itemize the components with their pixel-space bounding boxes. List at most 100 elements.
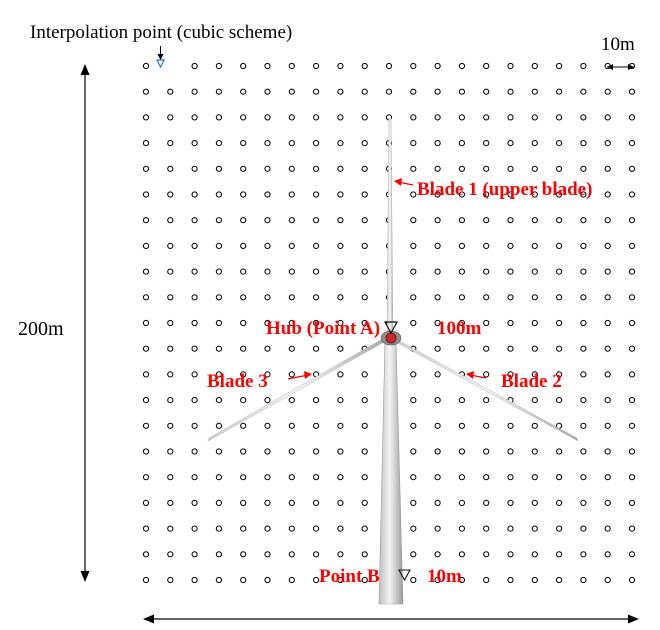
grid-point (483, 217, 490, 224)
grid-point (507, 474, 514, 481)
grid-point (604, 191, 611, 198)
grid-point (167, 448, 174, 455)
grid-point (483, 551, 490, 558)
grid-point (337, 551, 344, 558)
grid-point (628, 576, 636, 584)
grid-point (507, 268, 514, 275)
grid-point (337, 576, 344, 584)
grid-point (337, 294, 344, 301)
grid-point (628, 371, 636, 378)
grid-point (142, 217, 150, 224)
grid-point (264, 268, 271, 275)
grid-point (604, 165, 611, 172)
grid-point (240, 140, 247, 147)
grid-point (313, 576, 320, 584)
grid-point (313, 551, 320, 558)
grid-point (628, 448, 636, 455)
blade-1 (386, 117, 394, 339)
grid-point (313, 525, 320, 532)
grid-point (167, 422, 174, 429)
grid-point (191, 62, 198, 70)
grid-point (580, 474, 587, 481)
grid-point (264, 319, 271, 327)
grid-point (142, 397, 150, 404)
grid-point (240, 422, 247, 429)
grid-point (458, 397, 465, 404)
grid-point (215, 242, 222, 249)
grid-point (264, 217, 271, 224)
grid-point (142, 525, 150, 532)
grid-point (215, 345, 222, 352)
interpolation-arrowhead (157, 54, 164, 60)
grid-point (288, 551, 295, 558)
grid-point (556, 88, 563, 95)
grid-point (142, 499, 150, 506)
grid-point (604, 474, 611, 481)
grid-point (288, 448, 295, 455)
grid-point (410, 448, 417, 455)
grid-point (483, 499, 490, 506)
grid-point (264, 114, 271, 121)
grid-point (337, 499, 344, 506)
point-b-label: Point B (319, 566, 380, 587)
grid-point (434, 551, 441, 558)
grid-point (434, 217, 441, 224)
grid-point (434, 345, 441, 352)
grid-point (142, 294, 150, 301)
grid-point (361, 191, 368, 198)
grid-point (240, 525, 247, 532)
grid-point (240, 88, 247, 95)
grid-point (313, 448, 320, 455)
grid-point (167, 499, 174, 506)
grid-point (313, 242, 320, 249)
grid-point (167, 319, 174, 327)
grid-point (288, 345, 295, 352)
grid-point (434, 165, 441, 172)
grid-point (531, 448, 538, 455)
grid-point (313, 114, 320, 121)
hub-height-label: 100m (437, 318, 482, 339)
grid-point (483, 397, 490, 404)
grid-point (410, 114, 417, 121)
grid-point (264, 88, 271, 95)
grid-point (215, 474, 222, 481)
spacing-label: 10m (601, 34, 635, 55)
grid-point (240, 448, 247, 455)
grid-point (167, 525, 174, 532)
grid-point (507, 422, 514, 429)
grid-point (410, 268, 417, 275)
grid-point (410, 371, 417, 378)
grid-point (288, 576, 295, 584)
grid-point (580, 448, 587, 455)
grid-point (458, 88, 465, 95)
grid-point (604, 114, 611, 121)
grid-point (580, 114, 587, 121)
grid-point (556, 217, 563, 224)
grid-point (215, 576, 222, 584)
grid-point (531, 62, 538, 70)
grid-point (288, 242, 295, 249)
grid-point (628, 242, 636, 249)
grid-point (288, 217, 295, 224)
grid-point (288, 319, 295, 327)
grid-point (458, 345, 465, 352)
grid-point (361, 474, 368, 481)
wind-turbine (207, 117, 579, 605)
grid-point (531, 140, 538, 147)
grid-point (142, 474, 150, 481)
grid-point (215, 371, 222, 378)
grid-point (531, 242, 538, 249)
grid-point (580, 422, 587, 429)
grid-point (434, 268, 441, 275)
grid-point (580, 242, 587, 249)
grid-point (483, 191, 490, 198)
grid-point (483, 576, 490, 584)
grid-point (142, 371, 150, 378)
grid-point (507, 525, 514, 532)
grid-point (313, 191, 320, 198)
grid-point (264, 191, 271, 198)
grid-point (361, 371, 368, 378)
grid-point (507, 88, 514, 95)
grid-point (434, 448, 441, 455)
grid-point (313, 474, 320, 481)
